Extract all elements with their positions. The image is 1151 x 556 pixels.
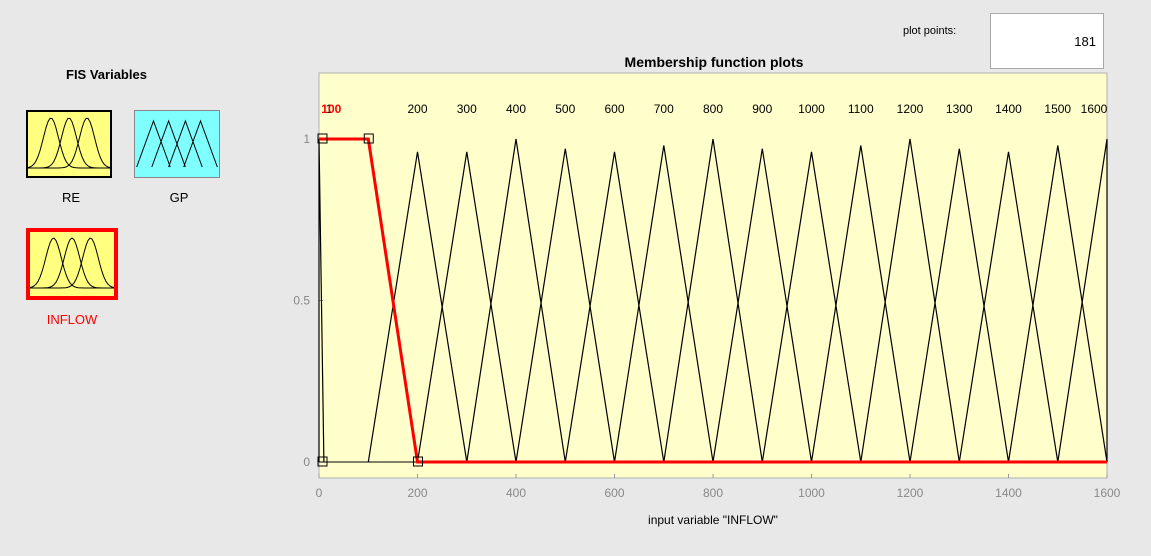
mf-curve-100[interactable] [319,137,1107,464]
three-membership-curves-icon [30,237,114,289]
mf-curve-1600[interactable] [1057,138,1108,463]
fis-variable-re-box[interactable] [26,110,112,178]
mf-curve-1400[interactable] [958,151,1059,463]
mf-label-1200[interactable]: 1200 [897,102,924,116]
y-tick-label: 0 [303,455,310,469]
fis-variable-inflow-box[interactable] [26,228,118,300]
mf-vertex-handle[interactable] [317,456,328,467]
mf-vertex-handle[interactable] [317,133,328,144]
mf-curve-800[interactable] [663,138,763,463]
icon-curve-2 [28,117,110,169]
mf-label-1400[interactable]: 1400 [995,102,1022,116]
x-tick-label: 1400 [995,486,1022,500]
mf-label-1500[interactable]: 1500 [1044,102,1071,116]
x-tick-label: 600 [604,486,624,500]
mf-label-100[interactable]: 100 [321,102,341,116]
x-tick-label: 200 [407,486,427,500]
plot-points-input[interactable] [990,13,1104,69]
mf-label-1100[interactable]: 1100 [848,102,874,116]
fis-variable-re-label: RE [61,190,81,205]
mf-curve-900[interactable] [712,148,813,463]
x-tick-label: 400 [506,486,526,500]
mf-label-500[interactable]: 500 [555,102,575,116]
x-tick-label: 0 [316,486,323,500]
plot-points-label: plot points: [903,25,957,37]
three-membership-curves-icon [28,117,110,169]
mf-vertex-handle[interactable] [413,456,423,467]
mf-curve-400[interactable] [466,138,566,463]
mf-curve-1100[interactable] [810,145,911,463]
mf-label-400[interactable]: 400 [506,102,526,116]
mf-label-600[interactable]: 600 [604,102,624,116]
fis-variables-title: FIS Variables [66,67,147,82]
x-tick-label: 1000 [798,486,825,500]
mf-curve-700[interactable] [613,145,714,463]
icon-triangle-0 [136,119,171,168]
chart-title: Membership function plots [625,54,804,70]
fis-variable-gp-box[interactable] [134,110,220,178]
mf-curve-1500[interactable] [1007,145,1108,463]
x-axis-label: input variable "INFLOW" [648,513,778,527]
mf-vertex-handle[interactable] [363,133,374,144]
mf-label-1[interactable]: 1 [326,102,333,116]
mf-curve-600[interactable] [564,151,665,463]
x-tick-label: 1600 [1094,486,1121,500]
mf-curve-1200[interactable] [860,138,960,463]
icon-triangle-1 [151,119,186,168]
mf-label-1000[interactable]: 1000 [798,102,825,116]
triangular-membership-icon [136,119,218,168]
mf-label-300[interactable]: 300 [457,102,477,116]
fis-variable-gp-label: GP [169,190,189,205]
mf-curve-1300[interactable] [909,148,1010,463]
y-tick-label: 1 [303,132,310,146]
mf-curve-500[interactable] [515,148,616,463]
icon-triangle-2 [168,119,203,168]
fis-variable-inflow-label: INFLOW [46,312,98,327]
x-tick-label: 1200 [897,486,924,500]
icon-triangle-3 [183,119,218,168]
x-tick-label: 800 [703,486,723,500]
mf-label-1600[interactable]: 1600 [1081,102,1108,116]
y-tick-label: 0.5 [293,294,310,308]
mf-curve-300[interactable] [416,151,517,463]
mf-curve-200[interactable] [367,151,468,463]
mf-label-1300[interactable]: 1300 [946,102,973,116]
mf-label-800[interactable]: 800 [703,102,723,116]
mf-label-700[interactable]: 700 [654,102,674,116]
mf-label-200[interactable]: 200 [407,102,427,116]
mf-curve-1000[interactable] [761,151,862,463]
icon-curve-2 [30,237,114,289]
mf-label-900[interactable]: 900 [752,102,772,116]
